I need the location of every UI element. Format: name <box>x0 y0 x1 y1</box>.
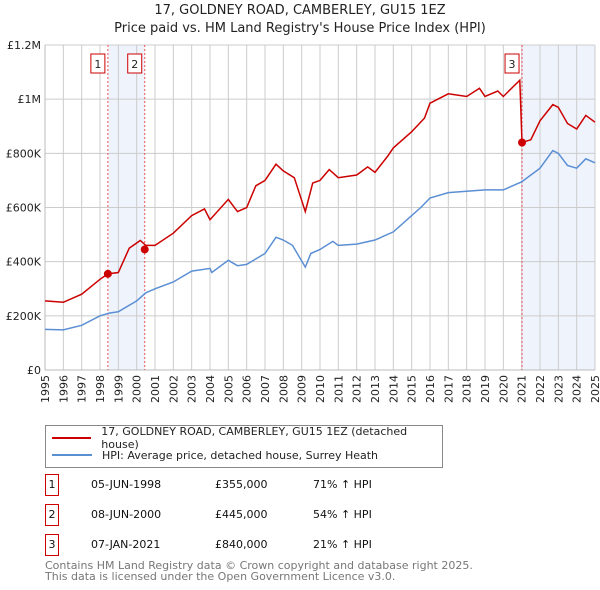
x-tick-label: 2016 <box>424 375 437 403</box>
sale-hpi-diff: 54% ↑ HPI <box>313 508 372 521</box>
sale-label: 3 <box>509 58 516 71</box>
sale-row: 3 07-JAN-2021 £840,000 21% ↑ HPI <box>45 534 445 556</box>
x-tick-label: 2020 <box>497 375 510 403</box>
chart-title: 17, GOLDNEY ROAD, CAMBERLEY, GU15 1EZ <box>154 3 446 18</box>
x-tick-label: 2022 <box>534 375 547 403</box>
sale-price: £355,000 <box>215 478 268 491</box>
legend-item-hpi: HPI: Average price, detached house, Surr… <box>52 447 378 463</box>
x-tick-label: 2015 <box>406 375 419 403</box>
x-tick-label: 2021 <box>516 375 529 403</box>
legend-label: 17, GOLDNEY ROAD, CAMBERLEY, GU15 1EZ (d… <box>101 425 408 451</box>
x-tick-label: 2002 <box>167 375 180 403</box>
sale-label: 2 <box>131 58 138 71</box>
y-tick-label: £1M <box>18 93 42 106</box>
x-tick-label: 1996 <box>57 375 70 403</box>
sale-row: 1 05-JUN-1998 £355,000 71% ↑ HPI <box>45 474 445 496</box>
x-tick-label: 2019 <box>479 375 492 403</box>
sale-price: £840,000 <box>215 538 268 551</box>
sale-label-box <box>504 53 520 74</box>
sale-point <box>140 245 149 254</box>
sale-number-badge: 2 <box>45 504 59 526</box>
x-tick-label: 1995 <box>39 375 52 403</box>
x-tick-label: 2023 <box>552 375 565 403</box>
sale-date: 05-JUN-1998 <box>91 478 162 491</box>
price-chart: 1995 1996 1997 1998 1999 2000 2001 2002 2003 2004… <box>6 39 600 403</box>
x-tick-label: 2013 <box>369 375 382 403</box>
series-line <box>44 149 596 331</box>
sale-hpi-diff: 21% ↑ HPI <box>313 538 372 551</box>
x-tick-label: 2003 <box>186 375 199 403</box>
footer-line: Contains HM Land Registry data © Crown c… <box>45 559 473 572</box>
x-tick-label: 2010 <box>314 375 327 403</box>
footer-line: This data is licensed under the Open Gov… <box>45 570 396 583</box>
x-tick-label: 1998 <box>94 375 107 403</box>
x-tick-label: 2024 <box>571 375 584 403</box>
sale-label-box <box>127 53 143 74</box>
x-tick-label: 2006 <box>241 375 254 403</box>
footer: Contains HM Land Registry data © Crown c… <box>45 560 473 582</box>
sale-label: 1 <box>94 58 101 71</box>
x-tick-label: 2018 <box>461 375 474 403</box>
sale-label-box <box>90 53 106 74</box>
x-tick-label: 2011 <box>332 375 345 403</box>
x-tick-label: 2012 <box>351 375 364 403</box>
x-tick-label: 2025 <box>589 375 600 403</box>
sale-number-badge: 1 <box>45 474 59 496</box>
legend-swatch-red <box>52 437 92 439</box>
y-tick-label: £800K <box>6 147 42 160</box>
x-tick-label: 2009 <box>296 375 309 403</box>
legend-swatch-blue <box>52 454 92 456</box>
x-tick-label: 2005 <box>222 375 235 403</box>
sale-hpi-diff: 71% ↑ HPI <box>313 478 372 491</box>
y-tick-label: £200K <box>6 310 42 323</box>
sale-row: 2 08-JUN-2000 £445,000 54% ↑ HPI <box>45 504 445 526</box>
x-tick-label: 1997 <box>76 375 89 403</box>
x-tick-label: 2001 <box>149 375 162 403</box>
y-tick-label: £400K <box>6 256 42 269</box>
series-line <box>44 78 596 304</box>
sale-date: 08-JUN-2000 <box>91 508 162 521</box>
x-tick-label: 2004 <box>204 375 217 403</box>
x-tick-label: 2014 <box>387 375 400 403</box>
sale-number-badge: 3 <box>45 534 59 556</box>
y-tick-label: £0 <box>27 364 41 377</box>
sale-price: £445,000 <box>215 508 268 521</box>
legend-label: HPI: Average price, detached house, Surr… <box>102 448 379 462</box>
x-tick-label: 2008 <box>277 375 290 403</box>
sale-point <box>103 269 112 278</box>
legend: 17, GOLDNEY ROAD, CAMBERLEY, GU15 1EZ (d… <box>45 425 443 468</box>
x-tick-label: 2017 <box>442 375 455 403</box>
legend-item-property: 17, GOLDNEY ROAD, CAMBERLEY, GU15 1EZ (d… <box>52 425 442 451</box>
x-tick-label: 2000 <box>131 375 144 403</box>
sale-date: 07-JAN-2021 <box>91 538 161 551</box>
sale-point <box>518 138 527 147</box>
y-tick-label: £600K <box>6 202 42 215</box>
x-tick-label: 2007 <box>259 375 272 403</box>
chart-subtitle: Price paid vs. HM Land Registry's House … <box>114 21 486 36</box>
y-tick-label: £1.2M <box>7 39 41 52</box>
x-tick-label: 1999 <box>112 375 125 403</box>
